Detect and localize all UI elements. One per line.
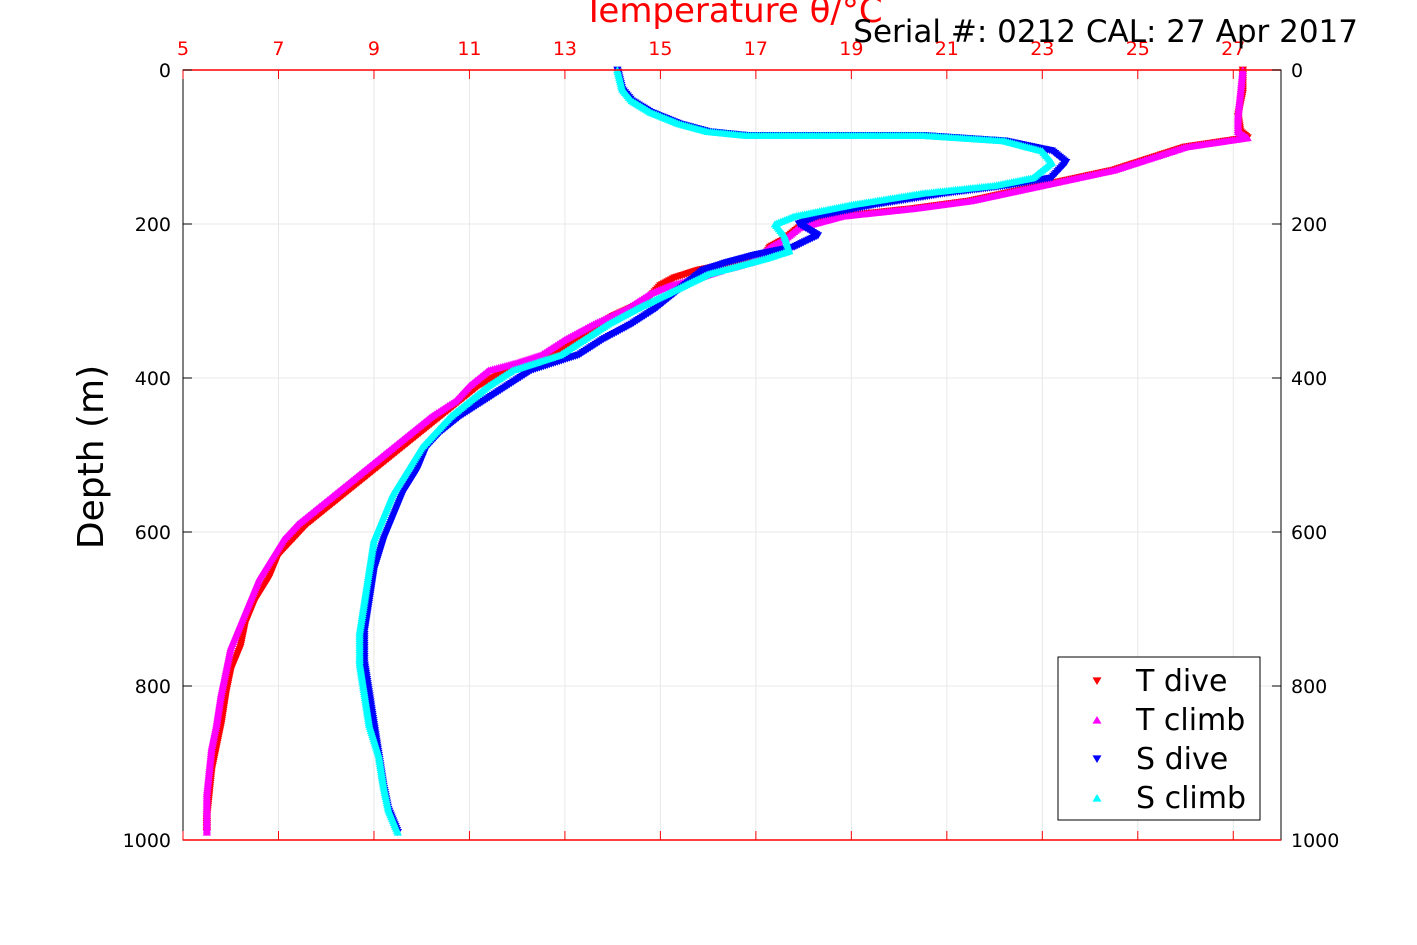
legend-box <box>1057 656 1261 821</box>
serial-annotation: Serial #: 0212 CAL: 27 Apr 2017 <box>853 14 1358 50</box>
series-layer <box>202 66 1252 837</box>
y-tick-label-right: 400 <box>1291 368 1327 390</box>
legend-label: T climb <box>1135 703 1245 738</box>
data-point <box>202 828 212 836</box>
legend-marker <box>1092 755 1102 764</box>
x-tick-labels: 5 7 9 11 13 15 17 19 21 23 25 27 <box>177 38 1245 60</box>
y-tick-label-right: 800 <box>1291 676 1327 698</box>
legend-label: T dive <box>1135 664 1227 699</box>
legend-label: S dive <box>1136 742 1228 777</box>
y-tick-label-left: 0 <box>159 60 171 82</box>
y-tick-label-left: 800 <box>135 676 171 698</box>
legend-marker <box>1092 793 1102 802</box>
x-tick-label: 25 <box>1126 38 1150 60</box>
x-tick-label: 27 <box>1221 38 1245 60</box>
y-tick-label-left: 600 <box>135 522 171 544</box>
x-tick-label: 19 <box>839 38 863 60</box>
y-axis-label: Depth (m) <box>71 365 112 549</box>
x-tick-label: 13 <box>553 38 577 60</box>
y-tick-label-right: 0 <box>1291 60 1303 82</box>
legend-marker <box>1092 677 1102 686</box>
y-tick-labels-left: 0 200 400 600 800 1000 <box>123 60 171 852</box>
legend: T dive T climb S dive S climb <box>1057 656 1261 821</box>
x-tick-label: 9 <box>368 38 380 60</box>
y-tick-label-right: 600 <box>1291 522 1327 544</box>
y-tick-label-left: 400 <box>135 368 171 390</box>
x-tick-label: 21 <box>935 38 959 60</box>
series-s-climb <box>355 66 1057 836</box>
y-tick-labels-right: 0 200 400 600 800 1000 <box>1291 60 1339 852</box>
axis-ticks <box>182 69 1281 841</box>
chart-title: Temperature θ/°C <box>582 0 882 31</box>
x-tick-label: 11 <box>457 38 481 60</box>
x-tick-label: 15 <box>648 38 672 60</box>
x-tick-label: 7 <box>272 38 284 60</box>
data-point <box>393 828 403 836</box>
y-tick-label-left: 200 <box>135 214 171 236</box>
y-tick-label-left: 1000 <box>123 830 171 852</box>
legend-marker <box>1092 715 1102 724</box>
series-s-dive <box>360 66 1071 837</box>
legend-label: S climb <box>1136 781 1246 816</box>
x-tick-label: 17 <box>744 38 768 60</box>
y-tick-label-right: 1000 <box>1291 830 1339 852</box>
x-tick-label: 5 <box>177 38 189 60</box>
x-tick-label: 23 <box>1030 38 1054 60</box>
y-tick-label-right: 200 <box>1291 214 1327 236</box>
